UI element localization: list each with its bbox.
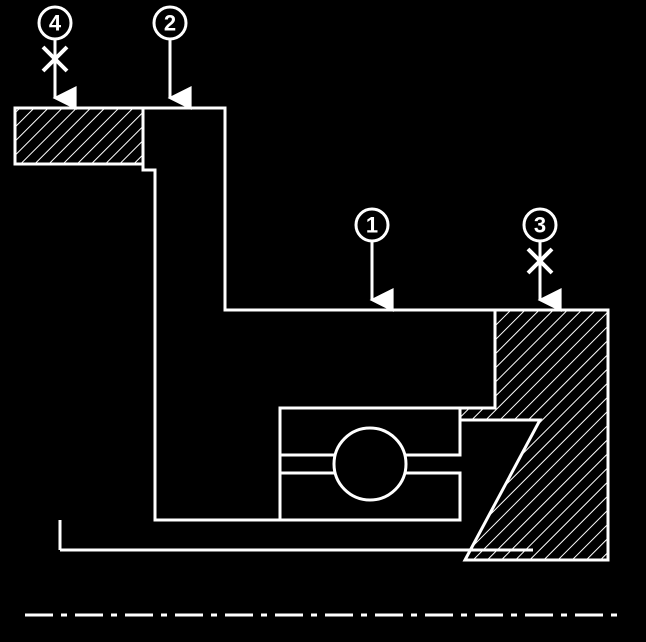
cross-section-diagram: 1 2 3 4 [0, 0, 646, 642]
stepped-profile [143, 108, 495, 520]
callout-label: 4 [49, 11, 62, 36]
callout-label: 1 [366, 213, 378, 238]
callout-2: 2 [154, 7, 186, 98]
callout-1: 1 [356, 209, 388, 300]
callout-label: 3 [534, 213, 546, 238]
callout-4: 4 [39, 7, 71, 98]
bearing-ball [334, 428, 406, 500]
callout-3: 3 [524, 209, 556, 300]
left-block-hatched [15, 108, 143, 164]
callout-label: 2 [164, 11, 176, 36]
